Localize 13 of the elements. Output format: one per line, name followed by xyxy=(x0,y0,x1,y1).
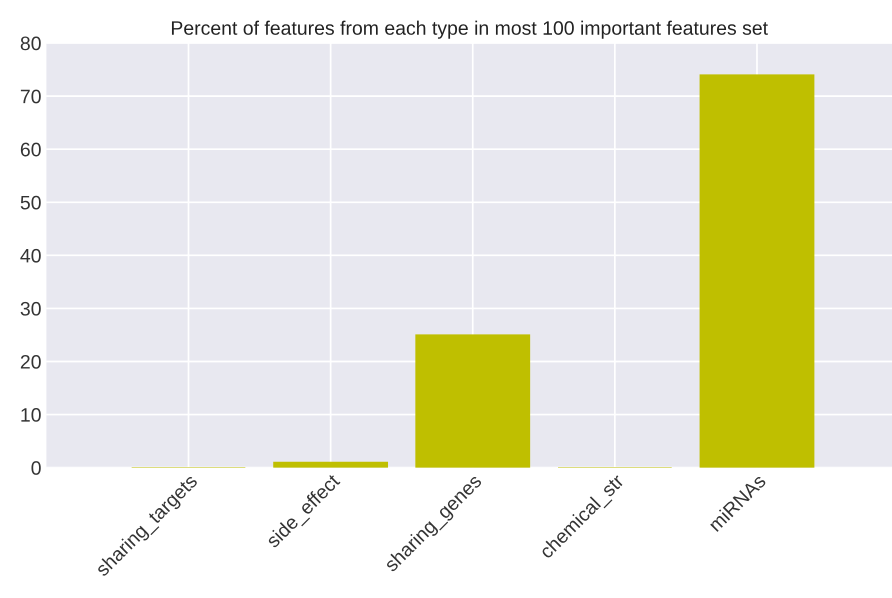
chart-title: Percent of features from each type in most 100 important features set xyxy=(172,20,768,39)
y-tick-label: 30 xyxy=(20,302,41,316)
bar xyxy=(700,74,814,468)
y-tick-label: 40 xyxy=(20,248,41,263)
y-tick-label: 20 xyxy=(20,354,41,369)
y-tick-label: 70 xyxy=(20,90,41,104)
y-tick-label: 10 xyxy=(21,408,41,422)
y-tick-label: 60 xyxy=(20,142,41,156)
y-tick-label: 80 xyxy=(20,36,41,50)
bar xyxy=(415,334,530,468)
y-tick-label: 50 xyxy=(20,196,41,210)
y-tick-label: 0 xyxy=(31,461,41,475)
bar xyxy=(273,462,388,468)
